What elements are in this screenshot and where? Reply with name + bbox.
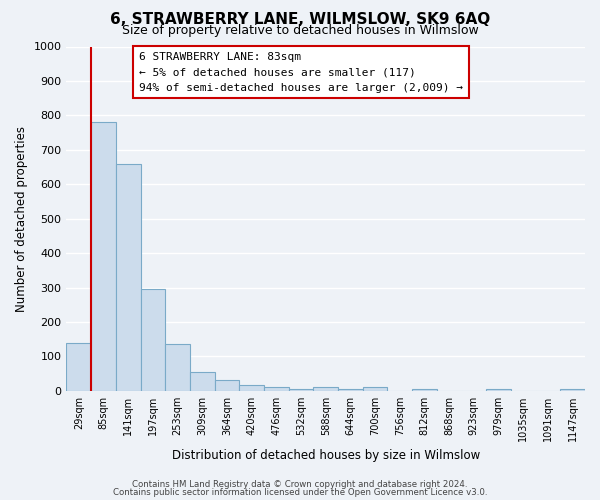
Text: Size of property relative to detached houses in Wilmslow: Size of property relative to detached ho… [122,24,478,37]
Bar [338,389,363,391]
Bar [165,344,190,391]
X-axis label: Distribution of detached houses by size in Wilmslow: Distribution of detached houses by size … [172,450,480,462]
Text: 6, STRAWBERRY LANE, WILMSLOW, SK9 6AQ: 6, STRAWBERRY LANE, WILMSLOW, SK9 6AQ [110,12,490,28]
Bar [313,388,338,391]
Bar [215,380,239,391]
Bar [560,389,585,391]
Bar [190,372,215,391]
Text: Contains public sector information licensed under the Open Government Licence v3: Contains public sector information licen… [113,488,487,497]
Bar [140,290,165,391]
Bar [116,164,140,391]
Bar [91,122,116,391]
Bar [412,389,437,391]
Bar [67,342,91,391]
Y-axis label: Number of detached properties: Number of detached properties [15,126,28,312]
Text: Contains HM Land Registry data © Crown copyright and database right 2024.: Contains HM Land Registry data © Crown c… [132,480,468,489]
Bar [486,389,511,391]
Bar [289,389,313,391]
Bar [363,388,388,391]
Bar [239,384,264,391]
Text: 6 STRAWBERRY LANE: 83sqm
← 5% of detached houses are smaller (117)
94% of semi-d: 6 STRAWBERRY LANE: 83sqm ← 5% of detache… [139,52,463,93]
Bar [264,388,289,391]
